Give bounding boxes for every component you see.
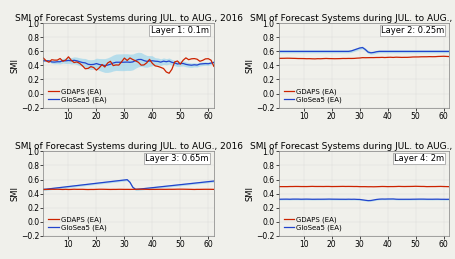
Y-axis label: SMI: SMI bbox=[245, 58, 254, 73]
Text: Layer 1: 0.1m: Layer 1: 0.1m bbox=[151, 26, 208, 35]
Text: Layer 2: 0.25m: Layer 2: 0.25m bbox=[380, 26, 443, 35]
Title: SMI of Forecast Systems during JUL. to AUG., 2016: SMI of Forecast Systems during JUL. to A… bbox=[15, 142, 242, 151]
Y-axis label: SMI: SMI bbox=[10, 186, 20, 201]
Legend: GDAPS (EA), GloSea5 (EA): GDAPS (EA), GloSea5 (EA) bbox=[282, 87, 342, 104]
Text: Layer 4: 2m: Layer 4: 2m bbox=[393, 154, 443, 163]
Text: Layer 3: 0.65m: Layer 3: 0.65m bbox=[145, 154, 208, 163]
Y-axis label: SMI: SMI bbox=[10, 58, 20, 73]
Title: SMI of Forecast Systems during JUL. to AUG., 2016: SMI of Forecast Systems during JUL. to A… bbox=[249, 13, 455, 23]
Title: SMI of Forecast Systems during JUL. to AUG., 2016: SMI of Forecast Systems during JUL. to A… bbox=[15, 13, 242, 23]
Title: SMI of Forecast Systems during JUL. to AUG., 2016: SMI of Forecast Systems during JUL. to A… bbox=[249, 142, 455, 151]
Legend: GDAPS (EA), GloSea5 (EA): GDAPS (EA), GloSea5 (EA) bbox=[47, 87, 107, 104]
Legend: GDAPS (EA), GloSea5 (EA): GDAPS (EA), GloSea5 (EA) bbox=[47, 215, 107, 232]
Legend: GDAPS (EA), GloSea5 (EA): GDAPS (EA), GloSea5 (EA) bbox=[282, 215, 342, 232]
Y-axis label: SMI: SMI bbox=[245, 186, 254, 201]
